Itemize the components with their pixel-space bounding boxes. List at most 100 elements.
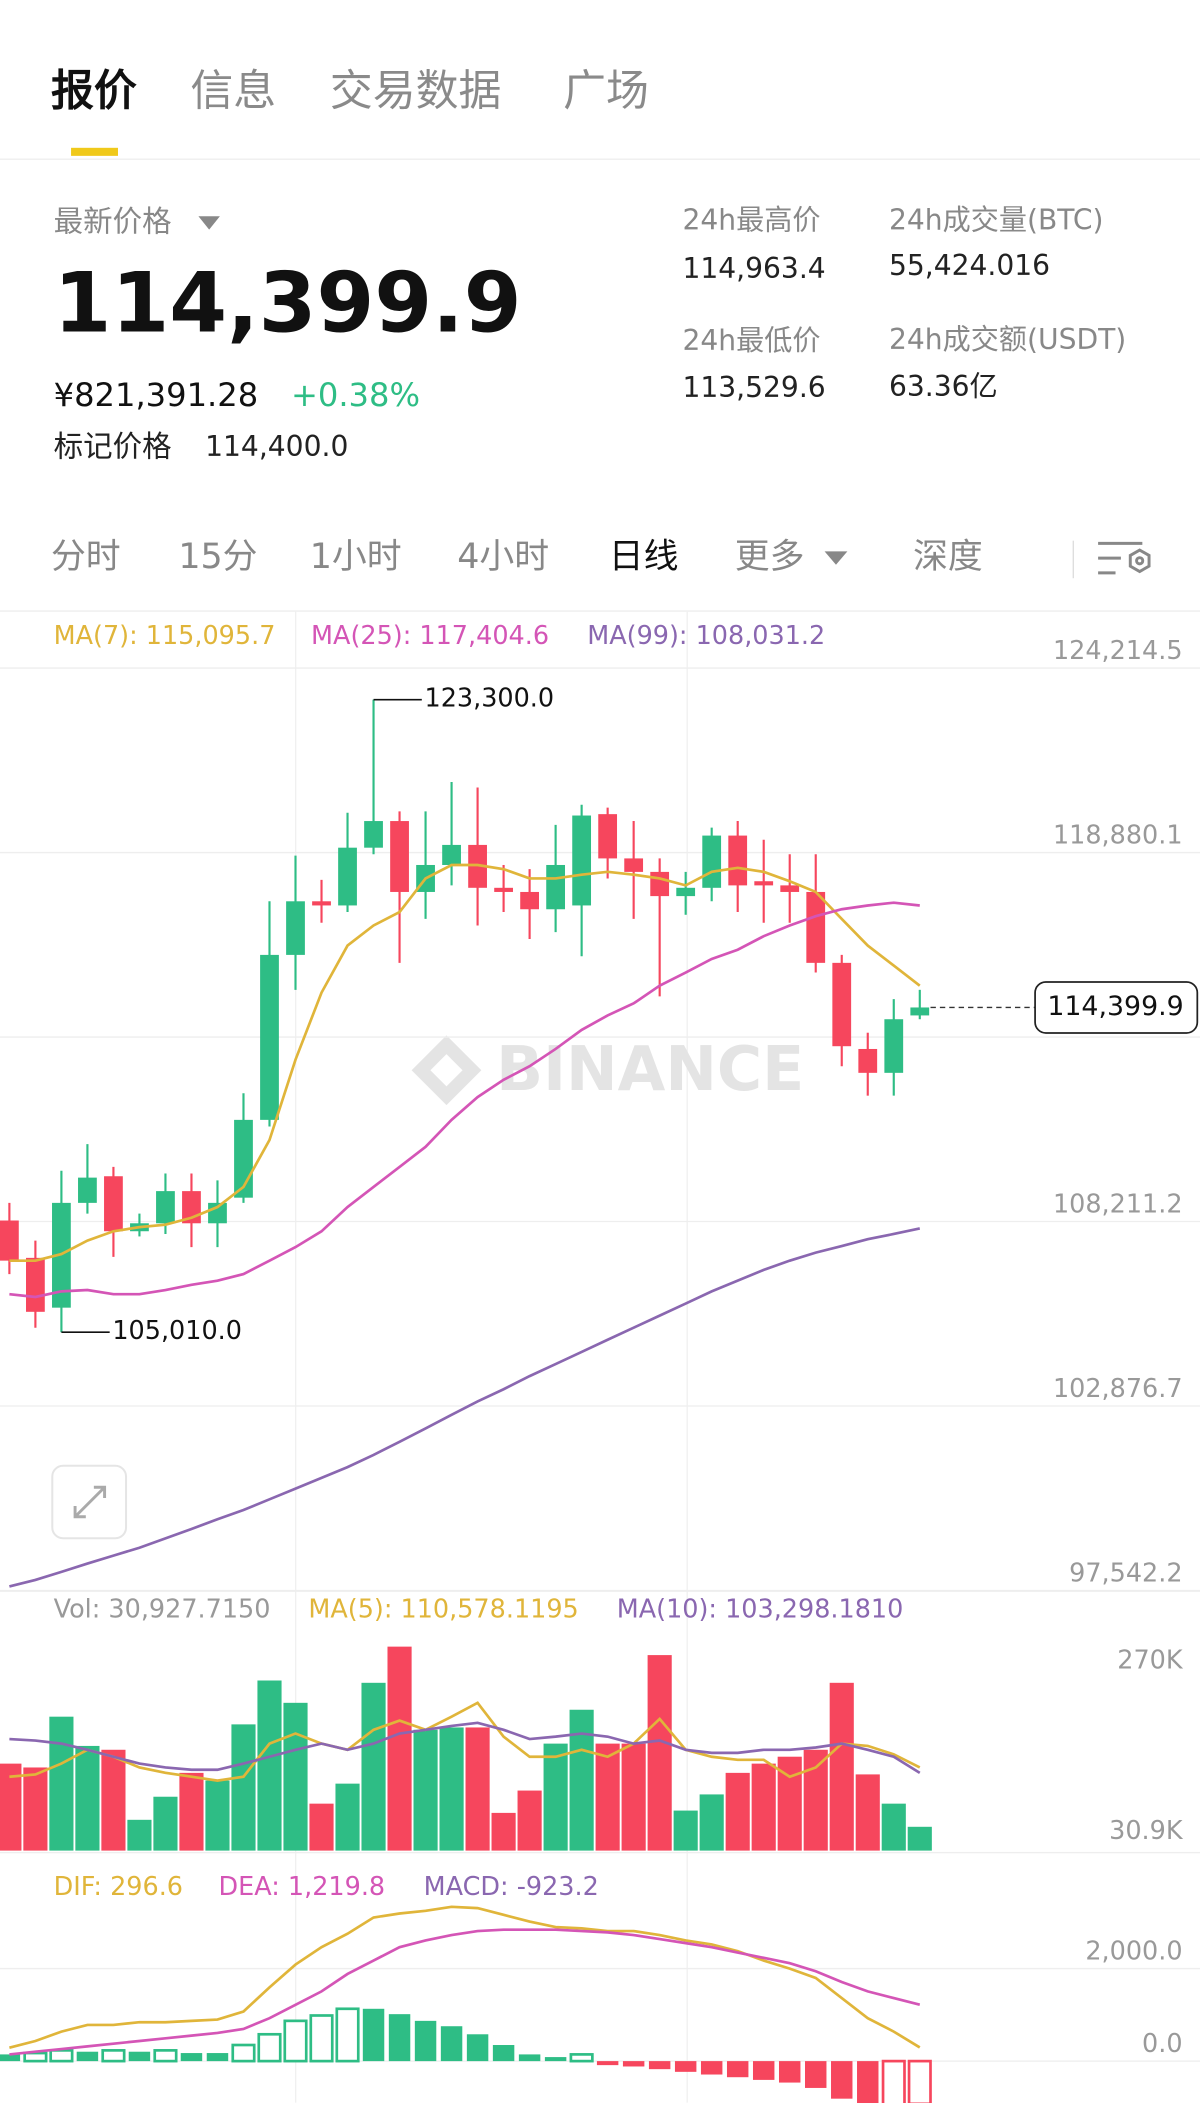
settings-icon[interactable]	[1098, 541, 1151, 575]
macd-bar	[128, 2051, 151, 2062]
macd-bar	[518, 2054, 541, 2062]
stat-value: 114,963.4	[682, 252, 825, 285]
tab[interactable]: 广场	[563, 67, 649, 117]
stat-label: 24h最高价	[682, 204, 820, 237]
volume-bar	[673, 1810, 698, 1851]
ma-line	[9, 1701, 921, 1782]
tab[interactable]: 信息	[190, 67, 276, 117]
last-price: 114,399.9	[54, 255, 522, 352]
tab[interactable]: 报价	[51, 67, 137, 117]
macd-bar	[388, 2014, 411, 2062]
candle-body	[754, 881, 774, 886]
candle-body	[312, 901, 331, 906]
macd-bar	[857, 2061, 879, 2103]
candle-body	[494, 887, 513, 892]
stat-value: 55,424.016	[889, 249, 1050, 282]
candle-body	[520, 891, 539, 910]
macd-bar	[0, 2054, 21, 2062]
candle-body	[624, 858, 644, 872]
interval-tab[interactable]: 4小时	[457, 537, 549, 577]
interval-tab[interactable]: 日线	[609, 537, 679, 577]
tab[interactable]: 交易数据	[330, 67, 502, 117]
volume-bar	[647, 1655, 672, 1851]
y-tick-label: 270K	[1117, 1646, 1184, 1676]
ma-line	[9, 1905, 921, 2049]
volume-bar	[127, 1819, 152, 1851]
candle-body	[572, 815, 592, 906]
macd-bar	[101, 2049, 126, 2063]
y-tick-label: 0.0	[1142, 2029, 1183, 2059]
candle-body	[806, 891, 826, 963]
y-tick-label: 30.9K	[1109, 1816, 1184, 1846]
volume-bar	[595, 1743, 620, 1851]
candle-body	[468, 844, 487, 888]
macd-bar	[362, 2008, 385, 2062]
macd-bar	[700, 2061, 723, 2075]
stat-label: 24h最低价	[682, 324, 820, 357]
candle-body	[676, 887, 696, 897]
macd-bar	[881, 2059, 906, 2103]
macd-bar	[752, 2061, 775, 2080]
interval-tab[interactable]: 深度	[913, 537, 983, 577]
volume-bar	[23, 1767, 48, 1851]
macd-bar	[907, 2059, 932, 2103]
price-label[interactable]: 最新价格	[54, 204, 172, 238]
volume-bar	[361, 1682, 386, 1851]
macd-bar	[283, 2019, 308, 2063]
volume-bar	[309, 1803, 334, 1851]
volume-bar	[179, 1772, 204, 1851]
volume-bar	[49, 1716, 74, 1851]
volume-bar	[881, 1803, 906, 1851]
ma-line	[9, 1227, 921, 1588]
volume-bar	[569, 1709, 594, 1851]
divider	[0, 610, 1200, 612]
macd-bar	[440, 2026, 463, 2062]
volume-bar	[439, 1727, 464, 1851]
y-tick-label: 102,876.7	[1053, 1374, 1183, 1404]
macd-bar	[309, 2014, 334, 2063]
candle-body	[156, 1191, 175, 1224]
macd-bar	[805, 2061, 827, 2088]
volume-bar	[465, 1727, 490, 1851]
dropdown-icon[interactable]	[824, 551, 848, 565]
macd-bar	[726, 2061, 749, 2078]
volume-bar	[153, 1796, 178, 1851]
divider	[0, 1851, 1200, 1854]
divider	[1072, 540, 1074, 579]
interval-tab[interactable]: 15分	[178, 537, 257, 577]
legend-item: MACD: -923.2	[424, 1872, 599, 1902]
candle-body	[598, 814, 618, 859]
macd-bar	[153, 2049, 178, 2063]
interval-tab[interactable]: 1小时	[310, 537, 402, 577]
candle-body	[104, 1176, 123, 1232]
macd-bar	[831, 2061, 853, 2099]
volume-bar	[491, 1812, 516, 1851]
price-tag	[1034, 981, 1199, 1034]
volume-bar	[0, 1763, 22, 1851]
macd-bar	[492, 2045, 515, 2062]
candle-body	[702, 835, 722, 888]
volume-bar	[387, 1646, 412, 1851]
stat-label: 24h成交量(BTC)	[889, 204, 1104, 237]
macd-bar	[622, 2061, 645, 2067]
interval-tab[interactable]: 分时	[51, 537, 121, 577]
ma-line	[9, 901, 920, 1299]
volume-bar	[751, 1763, 776, 1851]
volume-bar	[699, 1794, 724, 1851]
candle-body	[364, 821, 383, 848]
candle-body	[650, 871, 670, 897]
candle-body	[910, 1007, 930, 1016]
interval-tab[interactable]: 更多	[735, 537, 805, 577]
candle-body	[0, 1220, 19, 1261]
candle-body	[884, 1019, 904, 1073]
volume-bar	[205, 1780, 230, 1851]
ma-line	[9, 1928, 921, 2056]
dropdown-icon[interactable]	[198, 216, 220, 230]
stat-label: 24h成交额(USDT)	[889, 323, 1126, 356]
candle-body	[26, 1257, 45, 1312]
macd-bar	[778, 2061, 801, 2083]
macd-bar	[466, 2034, 489, 2062]
price-change: +0.38%	[291, 376, 420, 414]
expand-button[interactable]	[51, 1464, 128, 1540]
